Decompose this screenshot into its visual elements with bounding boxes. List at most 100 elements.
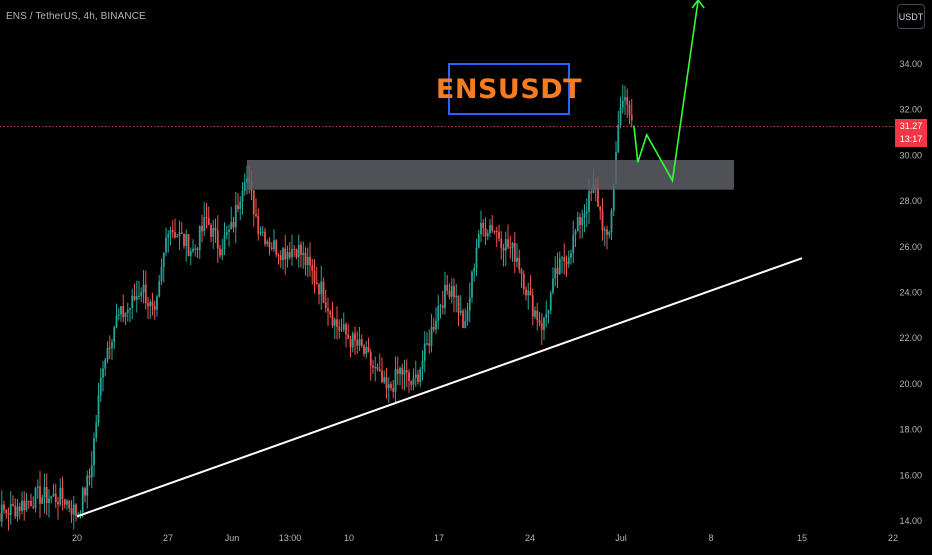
candle-body <box>111 342 113 348</box>
candle-body <box>64 499 66 504</box>
candle-body <box>172 230 174 232</box>
candle-body <box>471 272 473 298</box>
candle-body <box>464 321 466 328</box>
candle-body <box>35 488 37 507</box>
candle-body <box>424 343 426 360</box>
candle-body <box>469 298 471 311</box>
projection-path[interactable] <box>634 0 698 181</box>
candle-body <box>264 232 266 244</box>
candle-body <box>449 291 451 297</box>
candle-body <box>208 218 210 225</box>
candle-body <box>163 252 165 266</box>
time-tick-label: Jul <box>615 533 627 543</box>
candle-body <box>273 240 275 249</box>
candle-body <box>242 191 244 202</box>
candle-body <box>536 311 538 321</box>
candle-body <box>444 285 446 308</box>
price-tick-label: 14.00 <box>899 516 922 526</box>
candle-body <box>388 384 390 388</box>
candle-body <box>127 310 129 313</box>
candle-body <box>91 465 93 477</box>
candle-body <box>491 225 493 231</box>
candle-body <box>345 324 347 334</box>
candle-body <box>602 211 604 231</box>
candle-body <box>482 223 484 228</box>
candle-body <box>370 352 372 365</box>
candle-body <box>498 232 500 239</box>
candle-body <box>57 502 59 504</box>
currency-button[interactable]: USDT <box>897 4 925 29</box>
candle-body <box>107 348 109 360</box>
candle-body <box>539 320 541 323</box>
candle-body <box>334 319 336 325</box>
candle-body <box>435 321 437 330</box>
candle-body <box>622 100 624 107</box>
candle-body <box>383 377 385 382</box>
candle-body <box>158 281 160 296</box>
candle-body <box>523 274 525 289</box>
support-trendline[interactable] <box>77 258 802 516</box>
candle-body <box>455 296 457 297</box>
candle-body <box>401 368 403 375</box>
candle-body <box>541 323 543 330</box>
candle-body <box>599 206 601 210</box>
candle-body <box>559 258 561 274</box>
candle-body <box>480 223 482 234</box>
candle-body <box>260 232 262 233</box>
candle-body <box>631 115 633 121</box>
candle-body <box>354 333 356 340</box>
candle-body <box>140 292 142 295</box>
candle-body <box>341 329 343 330</box>
candle-body <box>431 327 433 346</box>
price-tick-label: 18.00 <box>899 425 922 435</box>
candle-body <box>604 229 606 230</box>
candle-body <box>224 235 226 250</box>
candle-body <box>233 222 235 227</box>
time-tick-label: 22 <box>888 533 898 543</box>
candle-body <box>624 97 626 100</box>
candle-body <box>298 245 300 257</box>
candle-body <box>118 314 120 315</box>
candle-body <box>347 334 349 339</box>
candle-body <box>521 270 523 274</box>
resistance-zone[interactable] <box>247 160 734 190</box>
candle-body <box>120 306 122 314</box>
candle-body <box>451 286 453 297</box>
time-tick-label: 8 <box>708 533 713 543</box>
candle-body <box>500 239 502 248</box>
candle-body <box>566 262 568 265</box>
candle-body <box>586 212 588 213</box>
candle-body <box>572 235 574 253</box>
candle-body <box>410 381 412 385</box>
candle-body <box>399 368 401 374</box>
candle-body <box>552 278 554 292</box>
candle-body <box>109 348 111 349</box>
candle-body <box>71 508 73 514</box>
candle-body <box>129 308 131 310</box>
candle-body <box>217 231 219 249</box>
candle-body <box>525 289 527 295</box>
candle-body <box>62 488 64 499</box>
candle-body <box>10 504 12 515</box>
candle-body <box>487 233 489 236</box>
candle-body <box>170 230 172 234</box>
candle-body <box>406 370 408 372</box>
candle-body <box>309 257 311 265</box>
candle-body <box>489 225 491 233</box>
candle-body <box>136 296 138 300</box>
candle-body <box>332 314 334 325</box>
candle-body <box>291 249 293 257</box>
candle-body <box>37 486 39 488</box>
candle-body <box>50 496 52 498</box>
time-tick-label: 27 <box>163 533 173 543</box>
candle-body <box>86 476 88 496</box>
time-tick-label: 15 <box>797 533 807 543</box>
candle-body <box>190 251 192 256</box>
candle-body <box>417 375 419 382</box>
candle-body <box>392 388 394 392</box>
candle-body <box>44 487 46 497</box>
time-tick-label: 24 <box>525 533 535 543</box>
candle-body <box>579 217 581 225</box>
candle-body <box>39 486 41 504</box>
candle-body <box>343 324 345 329</box>
